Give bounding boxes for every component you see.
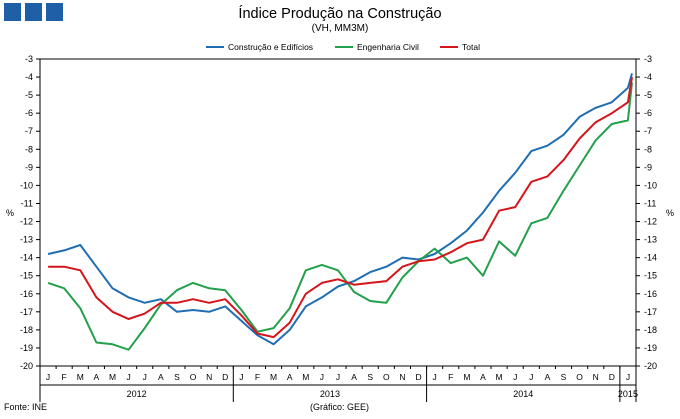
x-month-label: D	[415, 372, 421, 382]
source-note: Fonte: INE	[4, 402, 48, 412]
x-month-label: A	[351, 372, 357, 382]
x-year-label: 2013	[320, 389, 340, 399]
y-axis-label-left: %	[6, 208, 14, 218]
y-tick-label-right: -3	[644, 54, 652, 64]
x-month-label: S	[367, 372, 373, 382]
y-tick-label-left: -8	[25, 144, 33, 154]
x-month-label: A	[287, 372, 293, 382]
y-tick-label-right: -15	[644, 271, 657, 281]
y-tick-label-left: -16	[20, 289, 33, 299]
x-month-label: J	[336, 372, 340, 382]
legend-label: Engenharia Civil	[357, 42, 419, 52]
y-tick-label-left: -10	[20, 180, 33, 190]
x-year-label: 2012	[127, 389, 147, 399]
x-month-label: J	[529, 372, 533, 382]
chart-credit: (Gráfico: GEE)	[310, 402, 370, 412]
x-month-label: F	[255, 372, 260, 382]
x-month-label: A	[158, 372, 164, 382]
x-month-label: D	[609, 372, 615, 382]
x-month-label: M	[270, 372, 277, 382]
x-month-label: J	[239, 372, 243, 382]
y-tick-label-right: -19	[644, 343, 657, 353]
x-month-label: J	[143, 372, 147, 382]
y-tick-label-left: -6	[25, 108, 33, 118]
y-tick-label-left: -3	[25, 54, 33, 64]
y-tick-label-left: -20	[20, 361, 33, 371]
y-tick-label-right: -9	[644, 162, 652, 172]
x-month-label: O	[190, 372, 197, 382]
x-month-label: M	[77, 372, 84, 382]
y-tick-label-left: -15	[20, 271, 33, 281]
y-tick-label-left: -11	[21, 198, 33, 208]
y-tick-label-left: -17	[20, 307, 33, 317]
y-tick-label-right: -6	[644, 108, 652, 118]
legend-label: Total	[462, 42, 480, 52]
x-month-label: D	[222, 372, 228, 382]
plot-frame	[39, 58, 637, 367]
y-axis-label-right: %	[666, 208, 674, 218]
x-month-label: A	[94, 372, 100, 382]
y-tick-label-left: -19	[20, 343, 33, 353]
x-year-label: 2015	[618, 389, 638, 399]
x-month-label: M	[302, 372, 309, 382]
y-tick-label-left: -18	[20, 325, 33, 335]
x-month-label: M	[496, 372, 503, 382]
y-tick-label-left: -4	[25, 72, 33, 82]
x-month-label: S	[561, 372, 567, 382]
x-month-label: N	[399, 372, 405, 382]
series-line-2	[47, 82, 633, 351]
x-month-label: J	[320, 372, 324, 382]
chart-subtitle: (VH, MM3M)	[311, 23, 369, 34]
y-tick-label-left: -9	[25, 162, 33, 172]
x-month-label: J	[126, 372, 130, 382]
y-tick-label-right: -4	[644, 72, 652, 82]
y-tick-label-right: -12	[644, 217, 657, 227]
series-line-3	[48, 76, 633, 339]
x-month-label: A	[545, 372, 551, 382]
y-tick-label-right: -20	[644, 361, 657, 371]
x-month-label: A	[480, 372, 486, 382]
brand-logo	[4, 3, 64, 21]
x-month-label: N	[206, 372, 212, 382]
x-month-label: J	[46, 372, 50, 382]
x-month-label: S	[174, 372, 180, 382]
y-tick-label-right: -14	[644, 253, 657, 263]
x-month-label: F	[448, 372, 453, 382]
x-month-label: O	[576, 372, 583, 382]
y-tick-label-right: -18	[644, 325, 657, 335]
y-tick-label-right: -7	[644, 126, 652, 136]
x-month-label: N	[593, 372, 599, 382]
y-tick-label-left: -13	[20, 235, 33, 245]
x-month-label: J	[433, 372, 437, 382]
y-tick-label-right: -16	[644, 289, 657, 299]
y-tick-label-left: -5	[25, 90, 33, 100]
chart-title: Índice Produção na Construção	[238, 6, 442, 22]
y-tick-label-right: -11	[644, 198, 656, 208]
y-tick-label-left: -7	[25, 126, 33, 136]
series-line-1	[47, 73, 633, 346]
y-tick-label-left: -12	[20, 217, 33, 227]
y-tick-label-right: -5	[644, 90, 652, 100]
x-month-label: F	[62, 372, 67, 382]
x-month-label: J	[513, 372, 517, 382]
y-tick-label-left: -14	[20, 253, 33, 263]
x-month-label: M	[109, 372, 116, 382]
x-year-label: 2014	[513, 389, 533, 399]
y-tick-label-right: -13	[644, 235, 657, 245]
x-month-label: M	[463, 372, 470, 382]
y-tick-label-right: -8	[644, 144, 652, 154]
y-tick-label-right: -17	[644, 307, 657, 317]
y-tick-label-right: -10	[644, 180, 657, 190]
x-month-label: J	[626, 372, 630, 382]
legend-label: Construção e Edifícios	[228, 42, 313, 52]
x-month-label: O	[383, 372, 390, 382]
